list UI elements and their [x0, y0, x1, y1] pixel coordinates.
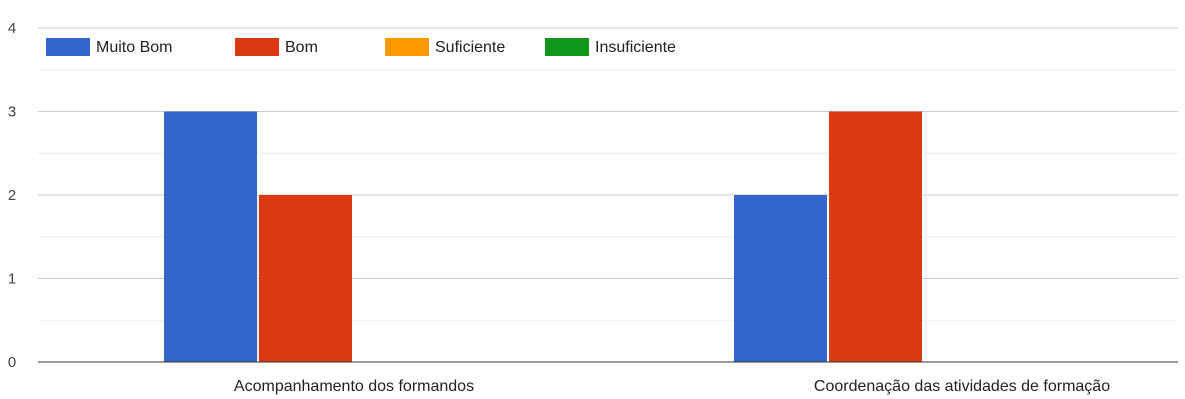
- x-category-label: Acompanhamento dos formandos: [234, 378, 474, 395]
- legend-label: Bom: [285, 39, 318, 56]
- x-axis-category-labels: Acompanhamento dos formandos Coordenação …: [234, 378, 1110, 395]
- bar-bom-2: [829, 111, 922, 362]
- bar-muito-bom-2: [734, 195, 827, 362]
- legend-swatch: [545, 38, 589, 56]
- legend: Muito Bom Bom Suficiente Insuficiente: [46, 38, 676, 56]
- bar-bom-1: [259, 195, 352, 362]
- y-tick-label: 1: [8, 271, 16, 288]
- y-tick-label: 3: [8, 104, 16, 121]
- legend-swatch: [235, 38, 279, 56]
- bar-muito-bom-1: [164, 111, 257, 362]
- y-tick-label: 0: [8, 354, 16, 371]
- bars: [164, 111, 922, 362]
- legend-label: Suficiente: [435, 39, 505, 56]
- x-category-label: Coordenação das atividades de formação: [814, 378, 1110, 395]
- y-tick-label: 2: [8, 187, 16, 204]
- legend-label: Insuficiente: [595, 39, 676, 56]
- y-tick-label: 4: [8, 20, 16, 37]
- legend-swatch: [46, 38, 90, 56]
- y-axis-ticks: 0 1 2 3 4: [8, 20, 16, 371]
- legend-label: Muito Bom: [96, 39, 172, 56]
- legend-swatch: [385, 38, 429, 56]
